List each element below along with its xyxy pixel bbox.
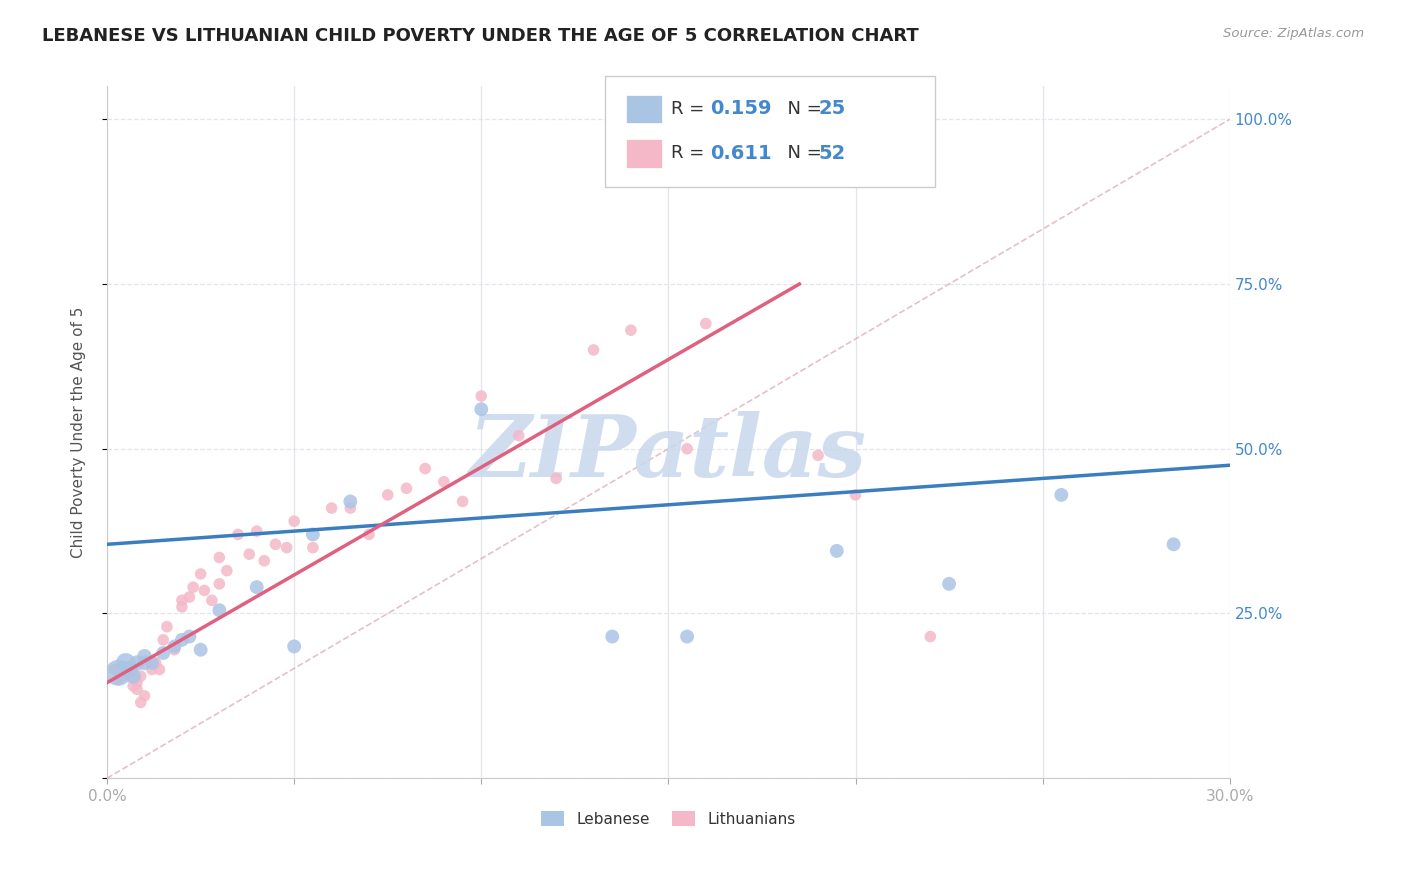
Point — [264, 537, 287, 551]
Text: 0.159: 0.159 — [710, 99, 772, 119]
Point — [695, 317, 717, 331]
Point — [938, 577, 960, 591]
Point — [125, 656, 148, 670]
Point — [253, 554, 276, 568]
Point — [395, 481, 418, 495]
Point — [283, 640, 305, 654]
Point — [339, 501, 361, 516]
Point — [208, 550, 231, 565]
Text: 25: 25 — [818, 99, 845, 119]
Text: R =: R = — [671, 145, 710, 162]
Point — [215, 564, 238, 578]
Point — [179, 590, 201, 604]
Point — [125, 682, 148, 697]
Point — [238, 547, 260, 561]
Point — [676, 442, 699, 456]
Point — [129, 695, 152, 709]
Point — [118, 669, 141, 683]
Point — [156, 620, 179, 634]
Point — [152, 632, 174, 647]
Point — [122, 669, 145, 683]
Point — [302, 541, 325, 555]
Point — [190, 642, 212, 657]
Point — [107, 673, 129, 687]
Point — [246, 524, 269, 538]
Text: ZIPatlas: ZIPatlas — [470, 411, 868, 495]
Point — [134, 689, 156, 703]
Point — [433, 475, 456, 489]
Point — [1163, 537, 1185, 551]
Point — [103, 663, 125, 677]
Point — [148, 663, 170, 677]
Point — [145, 656, 167, 670]
Point — [122, 679, 145, 693]
Point — [134, 656, 156, 670]
Point — [357, 527, 380, 541]
Point — [208, 603, 231, 617]
Point — [170, 593, 193, 607]
Point — [129, 669, 152, 683]
Point — [111, 669, 134, 683]
Point — [546, 471, 568, 485]
Point — [920, 630, 942, 644]
Point — [508, 428, 530, 442]
Point — [276, 541, 298, 555]
Point — [226, 527, 249, 541]
Text: N =: N = — [776, 100, 828, 118]
Point — [339, 494, 361, 508]
Point — [246, 580, 269, 594]
Point — [600, 630, 623, 644]
Point — [283, 514, 305, 528]
Point — [302, 527, 325, 541]
Point — [676, 630, 699, 644]
Point — [134, 649, 156, 664]
Text: 52: 52 — [818, 144, 845, 163]
Point — [141, 663, 163, 677]
Text: R =: R = — [671, 100, 710, 118]
Point — [582, 343, 605, 357]
Point — [181, 580, 204, 594]
Point — [321, 501, 343, 516]
Point — [114, 656, 136, 670]
Point — [125, 675, 148, 690]
Y-axis label: Child Poverty Under the Age of 5: Child Poverty Under the Age of 5 — [72, 307, 86, 558]
Text: 0.611: 0.611 — [710, 144, 772, 163]
Point — [107, 665, 129, 680]
Point — [118, 663, 141, 677]
Point — [170, 599, 193, 614]
Point — [193, 583, 215, 598]
Point — [152, 646, 174, 660]
Point — [179, 630, 201, 644]
Text: Source: ZipAtlas.com: Source: ZipAtlas.com — [1223, 27, 1364, 40]
Text: LEBANESE VS LITHUANIAN CHILD POVERTY UNDER THE AGE OF 5 CORRELATION CHART: LEBANESE VS LITHUANIAN CHILD POVERTY UND… — [42, 27, 920, 45]
Point — [377, 488, 399, 502]
Point — [190, 566, 212, 581]
Point — [451, 494, 474, 508]
Point — [470, 402, 492, 417]
Text: N =: N = — [776, 145, 828, 162]
Point — [201, 593, 224, 607]
Point — [807, 448, 830, 462]
Point — [470, 389, 492, 403]
Point — [620, 323, 643, 337]
Point — [170, 632, 193, 647]
Point — [163, 642, 186, 657]
Legend: Lebanese, Lithuanians: Lebanese, Lithuanians — [534, 805, 801, 833]
Point — [141, 656, 163, 670]
Point — [825, 544, 848, 558]
Point — [413, 461, 436, 475]
Point — [208, 577, 231, 591]
Point — [844, 488, 866, 502]
Point — [163, 640, 186, 654]
Point — [1050, 488, 1073, 502]
